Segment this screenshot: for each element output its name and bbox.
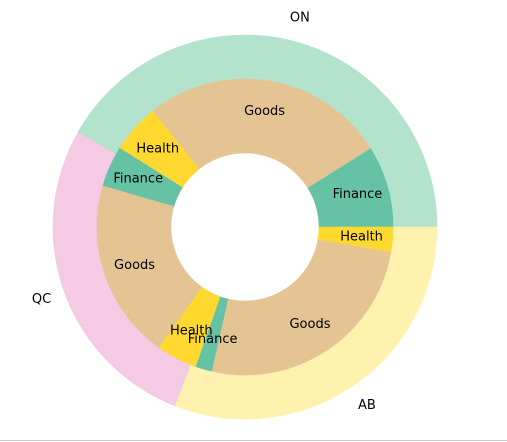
inner-wedge-on-goods xyxy=(152,78,371,189)
inner-label-on-finance: Finance xyxy=(333,187,383,202)
outer-label-ab: AB xyxy=(358,398,376,413)
inner-label-ab-finance: Finance xyxy=(188,332,238,347)
inner-label-qc-finance: Finance xyxy=(113,172,163,187)
inner-labels: FinanceGoodsHealthFinanceGoodsHealthFina… xyxy=(113,104,383,347)
inner-label-ab-goods: Goods xyxy=(289,317,330,332)
inner-wedge-ab-goods xyxy=(211,239,392,376)
inner-wedge-qc-goods xyxy=(96,185,203,349)
bottom-divider xyxy=(0,440,507,441)
inner-label-qc-goods: Goods xyxy=(114,258,155,273)
inner-wedge-ab-health xyxy=(317,226,394,253)
inner-label-on-goods: Goods xyxy=(244,104,285,119)
inner-label-ab-health: Health xyxy=(340,229,383,244)
outer-label-qc: QC xyxy=(32,292,51,307)
outer-label-on: ON xyxy=(290,11,310,26)
inner-label-on-health: Health xyxy=(136,142,179,157)
inner-label-qc-health: Health xyxy=(170,323,213,338)
inner-ring xyxy=(96,78,394,376)
outer-labels: ON QC AB xyxy=(32,11,376,413)
